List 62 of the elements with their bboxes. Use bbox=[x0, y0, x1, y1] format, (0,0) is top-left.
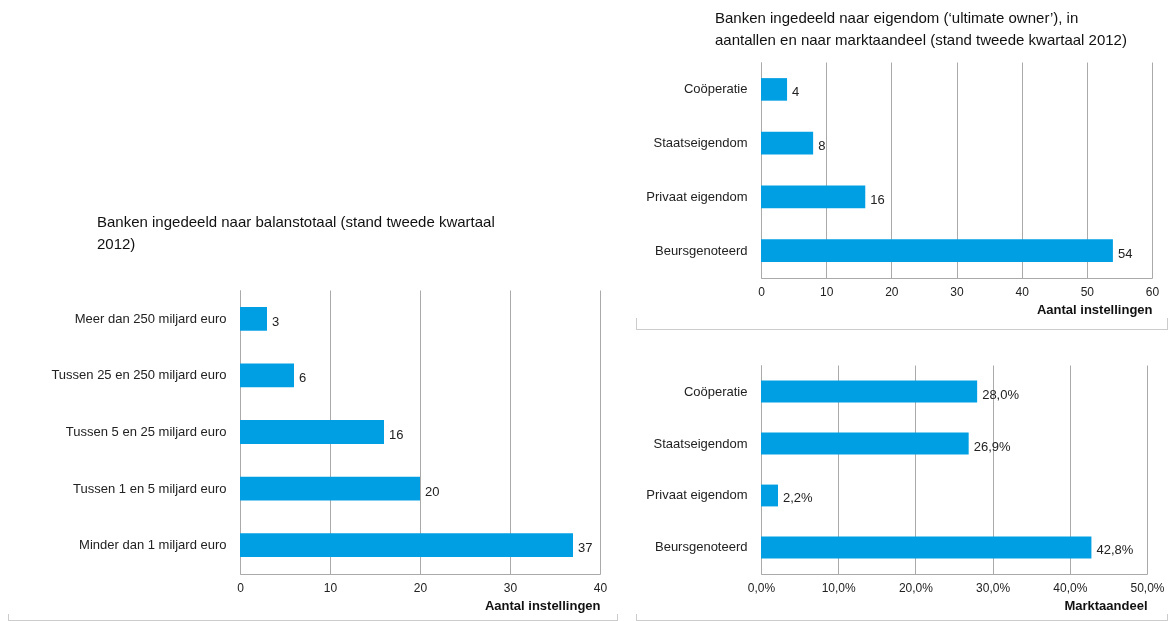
y-tick-label: Staatseigendom bbox=[653, 135, 748, 151]
chart-title: Banken ingedeeld naar eigendom (‘ultimate owner’), in aantallen en naar marktaandeel (stand tweede kwartaal 2012) bbox=[715, 9, 1127, 48]
data-label: 28,0% bbox=[982, 386, 1020, 402]
data-label: 3 bbox=[272, 313, 280, 329]
y-tick-label: Coöperatie bbox=[683, 81, 748, 97]
bar bbox=[240, 306, 267, 331]
bar bbox=[761, 131, 814, 155]
data-label: 16 bbox=[870, 191, 885, 207]
data-label: 54 bbox=[1117, 245, 1133, 261]
y-tick-label: Privaat eigendom bbox=[646, 188, 748, 204]
x-tick-label: 20 bbox=[413, 580, 428, 595]
x-tick-label: 0 bbox=[758, 284, 766, 299]
x-tick-label: 50 bbox=[1080, 284, 1095, 299]
bar bbox=[240, 476, 420, 501]
data-label: 37 bbox=[578, 540, 593, 556]
data-label: 26,9% bbox=[973, 438, 1011, 454]
data-label: 16 bbox=[389, 427, 404, 442]
x-axis-title: Aantal instellingen bbox=[1036, 301, 1153, 317]
x-tick-label: 10 bbox=[819, 284, 834, 299]
bar bbox=[761, 239, 1113, 262]
x-tick-label: 10,0% bbox=[821, 580, 857, 595]
x-tick-label: 30 bbox=[950, 284, 964, 299]
x-tick-label: 50,0% bbox=[1130, 580, 1165, 595]
bar bbox=[761, 536, 1092, 559]
x-tick-label: 0,0% bbox=[747, 580, 776, 595]
y-tick-label: Coöperatie bbox=[683, 383, 748, 399]
bar bbox=[240, 533, 573, 558]
x-axis-title: Marktaandeel bbox=[1064, 597, 1148, 613]
data-label: 2,2% bbox=[782, 490, 814, 506]
data-label: 4 bbox=[792, 84, 800, 100]
y-tick-label: Meer dan 250 miljard euro bbox=[74, 310, 227, 326]
y-tick-label: Tussen 5 en 25 miljard euro bbox=[65, 424, 227, 439]
data-label: 8 bbox=[818, 138, 826, 154]
y-tick-label: Tussen 1 en 5 miljard euro bbox=[73, 480, 227, 496]
bar bbox=[240, 363, 294, 388]
y-tick-label: Staatseigendom bbox=[653, 435, 748, 451]
y-tick-label: Privaat eigendom bbox=[646, 487, 748, 503]
chart-title: Banken ingedeeld naar balanstotaal (stand tweede kwartaal 2012) bbox=[97, 213, 495, 252]
x-tick-label: 30,0% bbox=[976, 580, 1011, 595]
x-tick-label: 20 bbox=[885, 284, 899, 299]
x-tick-label: 40 bbox=[593, 580, 608, 595]
x-tick-label: 10 bbox=[323, 580, 338, 595]
x-tick-label: 40 bbox=[1015, 284, 1030, 299]
bar bbox=[761, 484, 778, 507]
x-tick-label: 60 bbox=[1145, 284, 1160, 299]
bar bbox=[761, 380, 978, 403]
y-tick-label: Beursgenoteerd bbox=[654, 539, 748, 555]
data-label: 42,8% bbox=[1096, 542, 1134, 558]
bar bbox=[761, 185, 866, 209]
bar bbox=[761, 78, 788, 101]
y-tick-label: Tussen 25 en 250 miljard euro bbox=[51, 367, 227, 383]
x-tick-label: 40,0% bbox=[1053, 580, 1088, 595]
y-tick-label: Beursgenoteerd bbox=[654, 242, 748, 258]
bar bbox=[240, 420, 384, 444]
data-label: 20 bbox=[425, 483, 440, 499]
x-axis-title: Aantal instellingen bbox=[484, 597, 601, 613]
bar bbox=[761, 432, 969, 455]
x-tick-label: 30 bbox=[503, 580, 518, 595]
data-label: 6 bbox=[299, 370, 307, 386]
x-tick-label: 0 bbox=[237, 580, 245, 595]
x-tick-label: 20,0% bbox=[898, 580, 934, 595]
y-tick-label: Minder dan 1 miljard euro bbox=[79, 537, 227, 553]
